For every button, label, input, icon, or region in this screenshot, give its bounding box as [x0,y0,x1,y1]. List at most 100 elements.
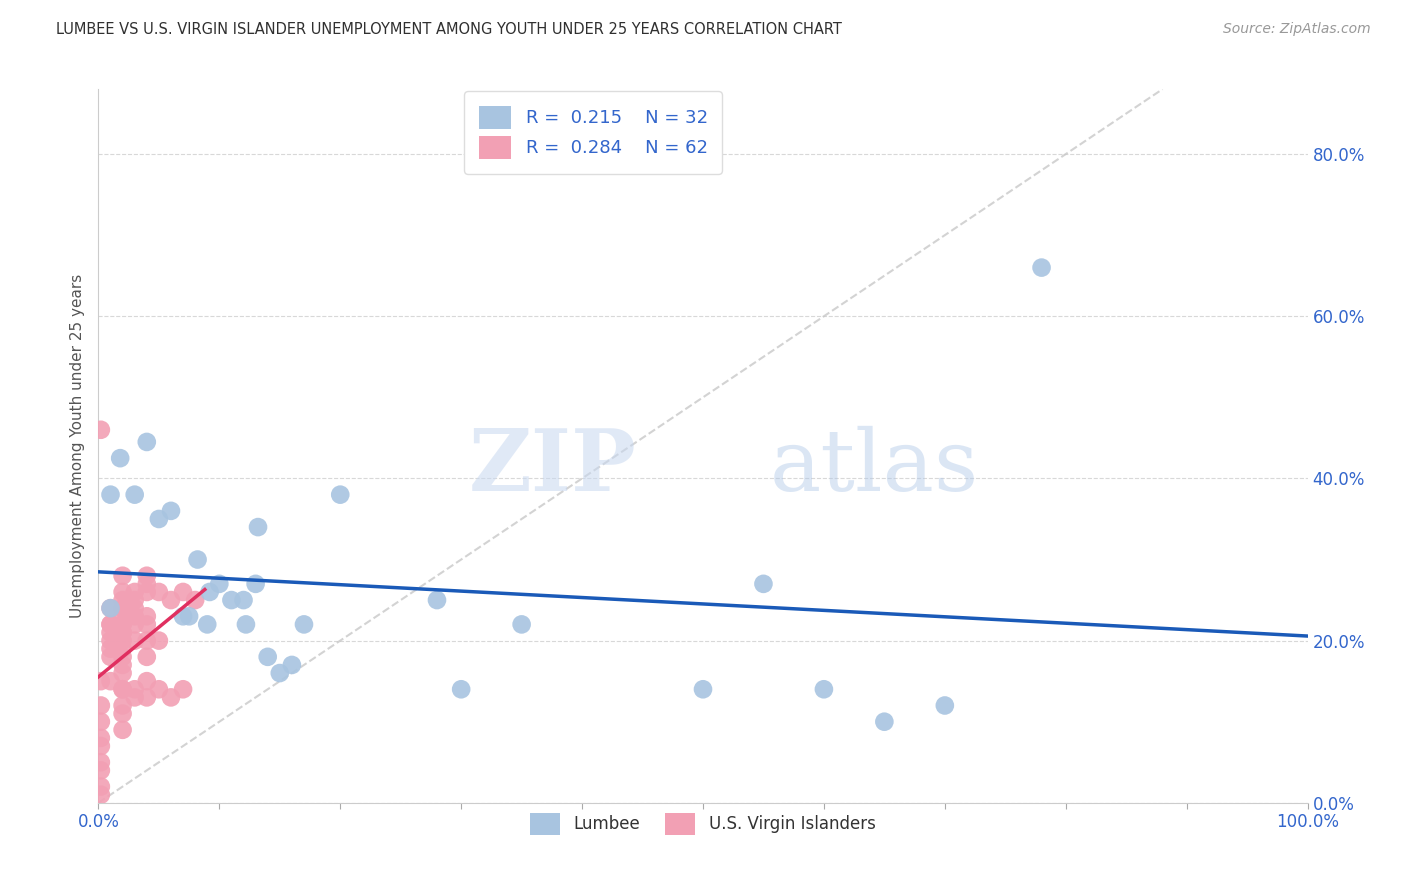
Point [124,609,146,624]
Point [111,641,134,656]
Point [90,764,112,778]
Point [124,633,146,648]
Point [90,756,112,770]
Point [1031,260,1053,275]
Point [124,601,146,615]
Point [160,690,183,705]
Point [111,593,134,607]
Legend: Lumbee, U.S. Virgin Islanders: Lumbee, U.S. Virgin Islanders [517,800,889,848]
Point [148,682,170,697]
Point [100,633,122,648]
Point [135,690,157,705]
Point [172,585,194,599]
Point [111,682,134,697]
Point [148,585,170,599]
Point [752,577,775,591]
Point [108,451,131,466]
Point [269,666,291,681]
Point [111,633,134,648]
Point [111,706,134,721]
Point [90,674,112,689]
Point [111,682,134,697]
Point [90,739,112,753]
Point [124,690,146,705]
Point [124,593,146,607]
Point [148,512,170,526]
Point [232,593,254,607]
Point [111,625,134,640]
Point [179,609,201,624]
Point [195,617,218,632]
Point [135,568,157,582]
Point [111,609,134,624]
Point [124,488,146,502]
Point [100,601,122,615]
Point [934,698,956,713]
Point [111,649,134,664]
Point [100,641,122,656]
Point [111,723,134,737]
Point [692,682,714,697]
Point [135,617,157,632]
Point [450,682,472,697]
Point [292,617,315,632]
Point [135,674,157,689]
Point [90,698,112,713]
Point [100,649,122,664]
Point [813,682,835,697]
Point [172,609,194,624]
Point [247,520,270,534]
Point [100,488,122,502]
Point [124,617,146,632]
Text: atlas: atlas [769,425,979,509]
Point [208,577,231,591]
Text: LUMBEE VS U.S. VIRGIN ISLANDER UNEMPLOYMENT AMONG YOUTH UNDER 25 YEARS CORRELATI: LUMBEE VS U.S. VIRGIN ISLANDER UNEMPLOYM… [56,22,842,37]
Point [135,585,157,599]
Point [111,568,134,582]
Point [160,504,183,518]
Point [100,617,122,632]
Point [510,617,533,632]
Point [90,714,112,729]
Point [111,625,134,640]
Point [111,585,134,599]
Point [100,617,122,632]
Point [135,577,157,591]
Point [172,682,194,697]
Point [198,585,221,599]
Point [90,780,112,794]
Point [111,657,134,672]
Point [281,657,304,672]
Point [160,593,183,607]
Point [100,601,122,615]
Point [100,625,122,640]
Y-axis label: Unemployment Among Youth under 25 years: Unemployment Among Youth under 25 years [70,274,86,618]
Text: Source: ZipAtlas.com: Source: ZipAtlas.com [1223,22,1371,37]
Point [135,633,157,648]
Point [329,488,352,502]
Point [124,682,146,697]
Point [135,434,157,449]
Point [135,609,157,624]
Point [90,788,112,802]
Point [235,617,257,632]
Point [426,593,449,607]
Point [111,666,134,681]
Point [221,593,243,607]
Text: ZIP: ZIP [468,425,637,509]
Point [187,552,209,566]
Point [111,601,134,615]
Point [124,585,146,599]
Point [135,649,157,664]
Point [873,714,896,729]
Point [184,593,207,607]
Point [90,423,112,437]
Point [90,731,112,745]
Point [148,633,170,648]
Point [111,617,134,632]
Point [111,698,134,713]
Point [245,577,267,591]
Point [256,649,278,664]
Point [100,674,122,689]
Point [111,617,134,632]
